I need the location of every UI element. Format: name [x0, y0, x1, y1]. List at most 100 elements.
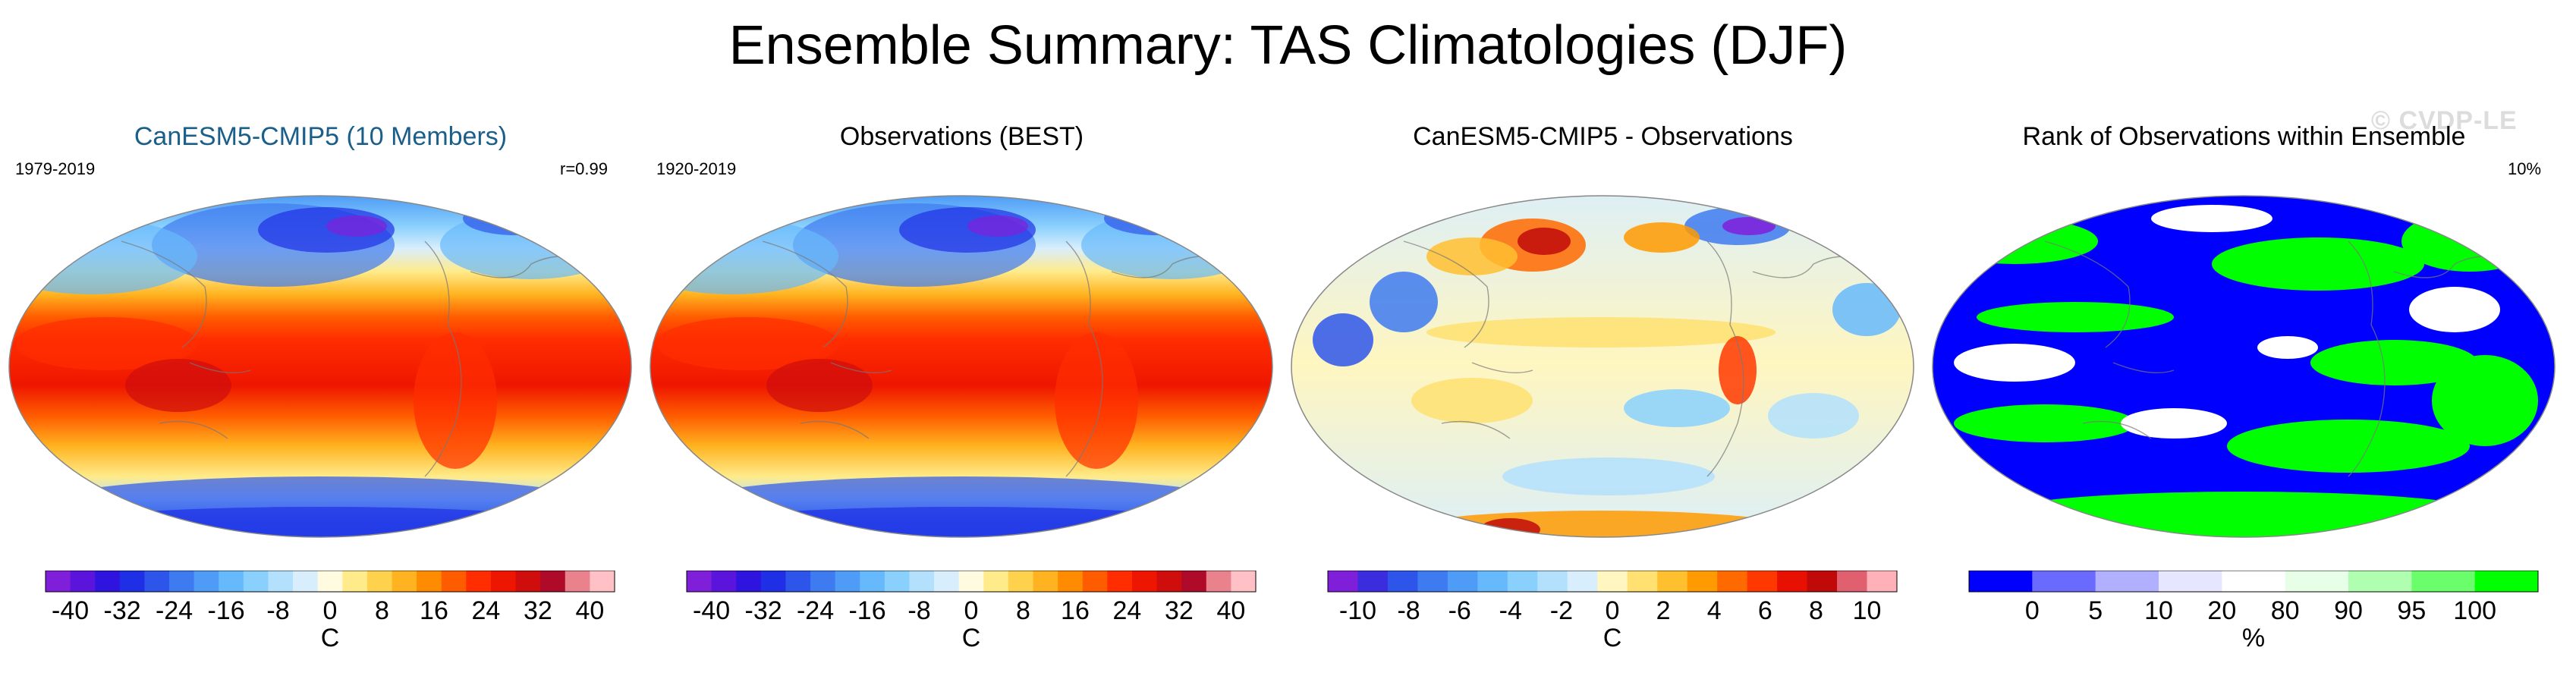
colorbar-swatch [810, 571, 836, 592]
colorbar-swatch [1477, 571, 1508, 592]
colorbar-tick-label: 10 [1853, 596, 1882, 625]
colorbar-tick-label: 24 [1113, 596, 1142, 625]
colorbar-tick-label: -24 [797, 596, 834, 625]
colorbar-swatch [1657, 571, 1688, 592]
panel-3-map-outline [1291, 195, 1914, 538]
colorbar-swatch [1131, 571, 1158, 592]
colorbar-swatch [2285, 571, 2349, 592]
colorbar-tick-label: -32 [745, 596, 782, 625]
colorbar-tick-label: 40 [1216, 596, 1245, 625]
colorbar-swatch [219, 571, 244, 592]
colorbar-swatch [317, 571, 343, 592]
colorbar-tick-label: 4 [1707, 596, 1722, 625]
colorbar-swatch [2474, 571, 2539, 592]
panel-4-map [1932, 195, 2556, 538]
colorbar-tick-label: 0 [323, 596, 338, 625]
colorbar-frame [45, 571, 615, 593]
panel-2-map [650, 195, 1273, 538]
colorbar-swatch [119, 571, 145, 592]
colorbar-swatch [2411, 571, 2476, 592]
colorbar-tick-label: -40 [52, 596, 89, 625]
colorbar-swatch [983, 571, 1009, 592]
panel-1-map [8, 195, 632, 538]
colorbar-swatch [1747, 571, 1778, 592]
page-title: Ensemble Summary: TAS Climatologies (DJF… [728, 15, 1848, 76]
colorbar-swatch [392, 571, 417, 592]
colorbar-swatch [687, 571, 712, 592]
panel-1-map-field [9, 196, 631, 537]
colorbar-tick-label: 0 [2025, 596, 2040, 625]
colorbar-tick-label: 6 [1758, 596, 1772, 625]
watermark: © CVDP-LE [2371, 106, 2518, 135]
colorbar-swatch [1357, 571, 1389, 592]
colorbar-tick-label: 80 [2271, 596, 2300, 625]
colorbar-tick-label: -40 [693, 596, 730, 625]
colorbar-tick-label: 100 [2453, 596, 2496, 625]
colorbar-swatch [1156, 571, 1182, 592]
colorbar-tick-label: 8 [1016, 596, 1030, 625]
colorbar-swatch [1328, 571, 1358, 592]
colorbar-tick-label: 0 [1606, 596, 1620, 625]
colorbar-swatch [95, 571, 121, 592]
panel-3-title: CanESM5-CMIP5 - Observations [1413, 122, 1793, 151]
colorbar-tick-label: -16 [207, 596, 244, 625]
colorbar-swatch [1387, 571, 1418, 592]
panel-1-map-outline [8, 195, 632, 538]
colorbar-tick-label: -2 [1550, 596, 1573, 625]
panel-2-map-field [650, 196, 1272, 537]
colorbar-tick-label: 8 [1809, 596, 1823, 625]
colorbar-swatch [1837, 571, 1868, 592]
colorbar-tick-label: 90 [2334, 596, 2363, 625]
colorbar-swatch [1033, 571, 1058, 592]
panel-4-title: Rank of Observations within Ensemble [2022, 122, 2466, 151]
colorbar-swatch [934, 571, 960, 592]
colorbar-tick-label: -8 [907, 596, 930, 625]
panel-1-period: 1979-2019 [15, 159, 96, 178]
colorbar-swatch [884, 571, 910, 592]
colorbar-swatch [1447, 571, 1478, 592]
colorbar-tick-label: -8 [1397, 596, 1420, 625]
colorbar-tick-label: 32 [1165, 596, 1194, 625]
colorbar-tick-label: 40 [575, 596, 604, 625]
colorbar-frame [1968, 571, 2539, 593]
colorbar-swatch [711, 571, 737, 592]
colorbar-swatch [1867, 571, 1898, 592]
colorbar-frame [1327, 571, 1898, 593]
colorbar-tick-label: -8 [266, 596, 289, 625]
colorbar-unit-label: C [321, 624, 340, 652]
colorbar-tick-label: -4 [1499, 596, 1522, 625]
colorbar-swatch [193, 571, 219, 592]
colorbar-unit-label: C [962, 624, 981, 652]
colorbar-swatch [909, 571, 935, 592]
colorbar-swatch [1969, 571, 2033, 592]
colorbar-swatch [417, 571, 442, 592]
colorbar-swatch [1181, 571, 1207, 592]
panel-2-period: 1920-2019 [656, 159, 737, 178]
colorbar-swatch [1231, 571, 1257, 592]
colorbar-swatch [785, 571, 811, 592]
colorbar-swatch [835, 571, 860, 592]
colorbar-swatch [1777, 571, 1808, 592]
panel-3-map-field [1291, 196, 1914, 537]
panel-4-colorbar: 0 5 10 20 80 90 95 100% [1968, 571, 2539, 652]
panel-2-map-outline [650, 195, 1273, 538]
colorbar-swatch [1058, 571, 1084, 592]
colorbar-swatch [169, 571, 195, 592]
colorbar-unit-label: C [1603, 624, 1622, 652]
panel-3-colorbar: -10 -8 -6 -4 -2 0 2 4 6 8 10 C [1327, 571, 1898, 652]
colorbar-swatch [268, 571, 294, 592]
colorbar-tick-label: -10 [1339, 596, 1376, 625]
colorbar-swatch [466, 571, 492, 592]
panel-3-map [1291, 195, 1914, 538]
colorbar-swatch [1597, 571, 1628, 592]
colorbar-swatch [1567, 571, 1598, 592]
colorbar-swatch [293, 571, 319, 592]
colorbar-swatch [2095, 571, 2159, 592]
colorbar-tick-label: 10 [2144, 596, 2173, 625]
colorbar-swatch [515, 571, 541, 592]
colorbar-swatch [46, 571, 71, 592]
colorbar-swatch [342, 571, 368, 592]
colorbar-tick-label: -24 [156, 596, 193, 625]
panel-1-correlation: r=0.99 [560, 159, 608, 178]
colorbar-swatch [1107, 571, 1133, 592]
